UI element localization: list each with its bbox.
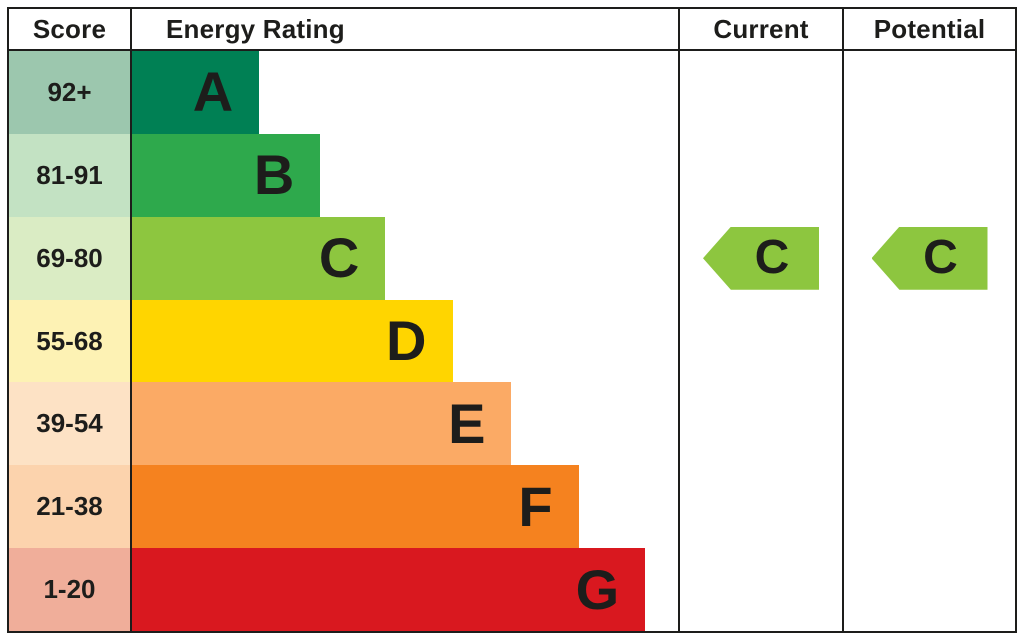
epc-rating-chart: Score 92+ 81-91 69-80 55-68 39-54 21-38 …: [7, 7, 1017, 633]
score-column: Score 92+ 81-91 69-80 55-68 39-54 21-38 …: [9, 9, 130, 632]
current-rating-arrow: C: [703, 226, 819, 290]
score-header: Score: [9, 9, 130, 51]
band-row-a: A: [132, 51, 678, 134]
score-cell-f: 21-38: [9, 465, 130, 549]
band-row-c: C: [132, 216, 678, 300]
band-letter-f: F: [518, 474, 553, 538]
band-row-g: G: [132, 548, 678, 632]
band-letter-c: C: [318, 226, 360, 290]
band-letter-e: E: [448, 391, 486, 455]
energy-rating-column: Energy Rating A B C D E: [130, 9, 678, 632]
band-row-d: D: [132, 299, 678, 383]
band-row-b: B: [132, 133, 678, 217]
potential-header: Potential: [844, 9, 1015, 51]
score-cell-c: 69-80: [9, 216, 130, 300]
potential-rating-arrow: C: [871, 226, 988, 290]
score-cell-e: 39-54: [9, 382, 130, 466]
band-bar-f: F: [132, 465, 579, 549]
current-column: Current C: [678, 9, 842, 631]
band-bar-d: D: [132, 299, 453, 383]
band-bar-a: A: [132, 51, 260, 134]
potential-column: Potential C: [842, 9, 1015, 631]
potential-rating-letter: C: [923, 231, 958, 285]
band-row-f: F: [132, 465, 678, 549]
potential-column-body: C: [844, 51, 1015, 631]
band-bar-g: G: [132, 548, 646, 632]
score-cell-b: 81-91: [9, 133, 130, 217]
current-header: Current: [680, 9, 842, 51]
score-cell-g: 1-20: [9, 548, 130, 632]
current-rating-letter: C: [754, 231, 790, 285]
band-letter-b: B: [253, 143, 295, 207]
current-column-body: C: [680, 51, 842, 631]
band-bar-b: B: [132, 133, 321, 217]
band-letter-d: D: [386, 309, 427, 372]
band-row-e: E: [132, 382, 678, 466]
band-letter-g: G: [575, 557, 620, 621]
score-cell-a: 92+: [9, 51, 130, 134]
band-letter-a: A: [192, 60, 234, 124]
score-cell-d: 55-68: [9, 299, 130, 383]
band-bar-c: C: [132, 216, 386, 300]
energy-rating-header: Energy Rating: [132, 9, 678, 51]
band-bar-e: E: [132, 382, 512, 466]
